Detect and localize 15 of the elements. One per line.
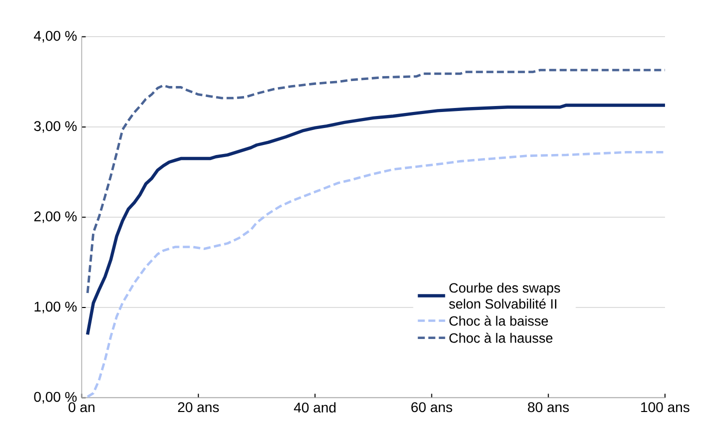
legend-label: Choc à la hausse <box>449 332 552 343</box>
legend-label: Choc à la baisse <box>449 316 548 326</box>
x-tick-label: 20 ans <box>178 402 219 412</box>
y-tick-label: 0,00 % <box>34 392 77 404</box>
legend-label: Courbe des swaps selon Solvabilité II <box>449 282 560 309</box>
x-tick-label: 60 ans <box>411 402 452 412</box>
x-tick-label: 40 and <box>294 402 336 413</box>
y-tick-label: 1,00 % <box>34 302 77 314</box>
x-tick-label: 100 ans <box>641 402 690 412</box>
y-tick-label: 4,00 % <box>34 30 77 42</box>
y-tick-label: 2,00 % <box>34 211 77 223</box>
line-series <box>86 68 666 294</box>
y-tick-label: 3,00 % <box>34 121 77 133</box>
x-tick-label: 80 ans <box>528 402 569 412</box>
x-tick-label: 0 an <box>68 402 94 412</box>
